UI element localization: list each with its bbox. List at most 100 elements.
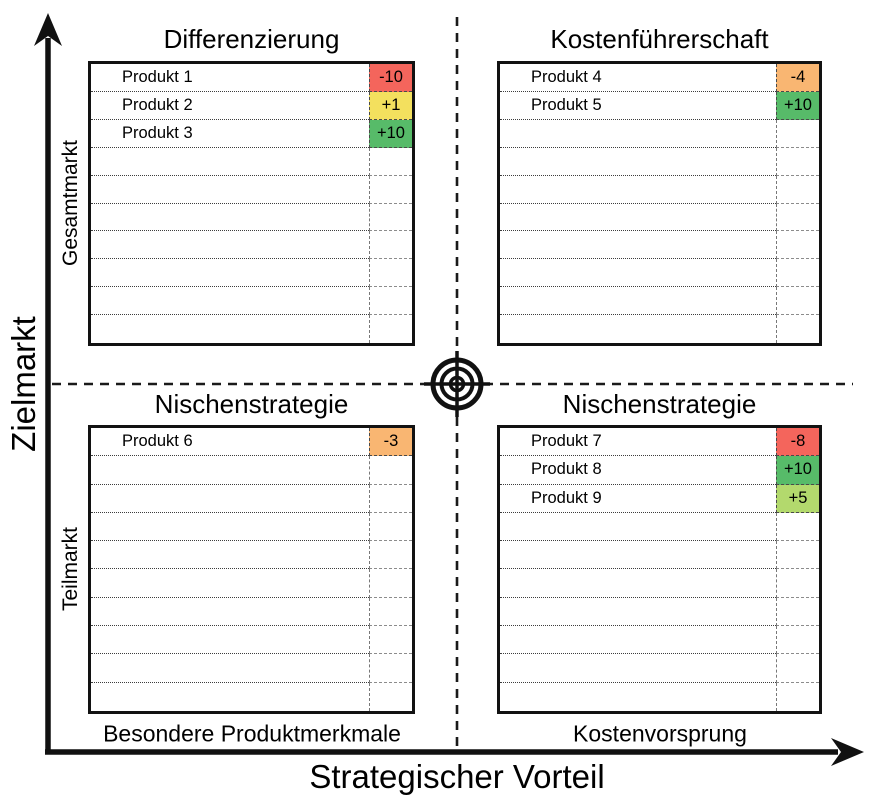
product-name-cell bbox=[500, 541, 776, 570]
product-name-cell bbox=[91, 541, 369, 570]
product-table-kostenfuehrerschaft: Produkt 4 -4 Produkt 5 +10 bbox=[497, 61, 822, 346]
empty-row bbox=[500, 569, 819, 598]
product-table-differenzierung: Produkt 1 -10 Produkt 2 +1 Produkt 3 +10 bbox=[88, 61, 415, 346]
product-name-cell bbox=[91, 148, 369, 176]
product-row: Produkt 3 +10 bbox=[91, 119, 412, 148]
product-score-cell bbox=[776, 287, 819, 316]
product-score-cell: +5 bbox=[776, 484, 819, 513]
empty-row bbox=[500, 682, 819, 711]
empty-row bbox=[500, 315, 819, 344]
product-score-cell bbox=[369, 512, 412, 542]
product-table-nischenstrategie-rechts: Produkt 7 -8 Produkt 8 +10 Produkt 9 +5 bbox=[497, 425, 822, 714]
product-name-cell bbox=[500, 231, 776, 260]
product-name-cell: Produkt 4 bbox=[500, 64, 776, 92]
product-name-cell bbox=[500, 626, 776, 655]
product-score-cell: +10 bbox=[776, 456, 819, 485]
product-score-cell bbox=[776, 569, 819, 598]
product-name-cell bbox=[91, 569, 369, 598]
product-row: Produkt 4 -4 bbox=[500, 64, 819, 92]
product-score-cell: -3 bbox=[369, 428, 412, 457]
empty-row bbox=[500, 119, 819, 148]
product-row: Produkt 8 +10 bbox=[500, 456, 819, 485]
x-axis-arrow-icon bbox=[831, 738, 864, 766]
product-score-cell: +10 bbox=[369, 119, 412, 148]
product-row: Produkt 7 -8 bbox=[500, 428, 819, 457]
empty-row bbox=[91, 597, 412, 627]
empty-row bbox=[91, 626, 412, 655]
product-name-cell bbox=[91, 598, 369, 627]
product-score-cell bbox=[369, 626, 412, 655]
empty-row bbox=[91, 512, 412, 542]
x-axis-right-segment-label: Kostenvorsprung bbox=[573, 720, 747, 747]
product-name-cell bbox=[91, 315, 369, 343]
empty-row bbox=[91, 569, 412, 598]
product-score-cell: -10 bbox=[369, 64, 412, 92]
product-score-cell bbox=[369, 175, 412, 204]
empty-row bbox=[91, 259, 412, 288]
product-score-cell bbox=[776, 231, 819, 260]
empty-row bbox=[500, 626, 819, 655]
product-score-cell bbox=[369, 456, 412, 485]
product-score-cell: +10 bbox=[776, 91, 819, 120]
product-name-cell bbox=[91, 287, 369, 316]
product-score-cell bbox=[369, 484, 412, 513]
product-name-cell: Produkt 5 bbox=[500, 92, 776, 120]
product-name-cell bbox=[500, 315, 776, 343]
product-name-cell bbox=[91, 231, 369, 260]
product-row: Produkt 9 +5 bbox=[500, 484, 819, 513]
empty-row bbox=[500, 541, 819, 570]
product-score-cell bbox=[369, 231, 412, 260]
product-score-cell: -8 bbox=[776, 428, 819, 457]
product-name-cell bbox=[500, 683, 776, 711]
product-name-cell bbox=[500, 120, 776, 148]
product-name-cell: Produkt 3 bbox=[91, 120, 369, 148]
product-name-cell bbox=[500, 569, 776, 598]
product-name-cell: Produkt 9 bbox=[500, 485, 776, 513]
product-score-cell bbox=[369, 597, 412, 627]
product-score-cell bbox=[776, 259, 819, 288]
y-axis-lower-segment-label: Teilmarkt bbox=[59, 526, 82, 612]
empty-row bbox=[500, 175, 819, 204]
empty-row bbox=[91, 287, 412, 316]
y-axis-upper-segment-label: Gesamtmarkt bbox=[59, 139, 82, 267]
product-name-cell bbox=[91, 456, 369, 485]
product-name-cell bbox=[500, 148, 776, 176]
product-score-cell bbox=[776, 626, 819, 655]
product-score-cell bbox=[369, 541, 412, 570]
empty-row bbox=[91, 682, 412, 711]
product-name-cell bbox=[500, 598, 776, 627]
product-row: Produkt 5 +10 bbox=[500, 91, 819, 120]
product-score-cell bbox=[776, 315, 819, 344]
product-name-cell bbox=[91, 204, 369, 232]
product-score-cell: +1 bbox=[369, 91, 412, 120]
empty-row bbox=[500, 654, 819, 683]
product-score-cell bbox=[369, 654, 412, 683]
quadrant-title-nischenstrategie-links: Nischenstrategie bbox=[154, 389, 349, 419]
product-name-cell: Produkt 1 bbox=[91, 64, 369, 92]
product-name-cell bbox=[500, 259, 776, 288]
x-axis-label: Strategischer Vorteil bbox=[309, 758, 605, 795]
empty-row bbox=[500, 512, 819, 542]
empty-row bbox=[500, 231, 819, 260]
product-score-cell bbox=[776, 597, 819, 627]
target-bullseye-icon bbox=[424, 351, 490, 417]
product-score-cell bbox=[369, 287, 412, 316]
product-name-cell bbox=[91, 626, 369, 655]
product-score-cell bbox=[776, 175, 819, 204]
empty-row bbox=[91, 203, 412, 232]
product-score-cell bbox=[776, 512, 819, 542]
product-name-cell bbox=[91, 485, 369, 513]
empty-row bbox=[500, 597, 819, 627]
empty-row bbox=[91, 654, 412, 683]
empty-row bbox=[500, 203, 819, 232]
product-name-cell bbox=[91, 259, 369, 288]
product-row: Produkt 2 +1 bbox=[91, 91, 412, 120]
product-score-cell bbox=[776, 147, 819, 176]
quadrant-title-nischenstrategie-rechts: Nischenstrategie bbox=[562, 389, 757, 419]
empty-row bbox=[91, 541, 412, 570]
product-score-cell bbox=[369, 147, 412, 176]
product-name-cell bbox=[91, 513, 369, 542]
product-score-cell bbox=[369, 682, 412, 711]
product-name-cell: Produkt 7 bbox=[500, 428, 776, 457]
